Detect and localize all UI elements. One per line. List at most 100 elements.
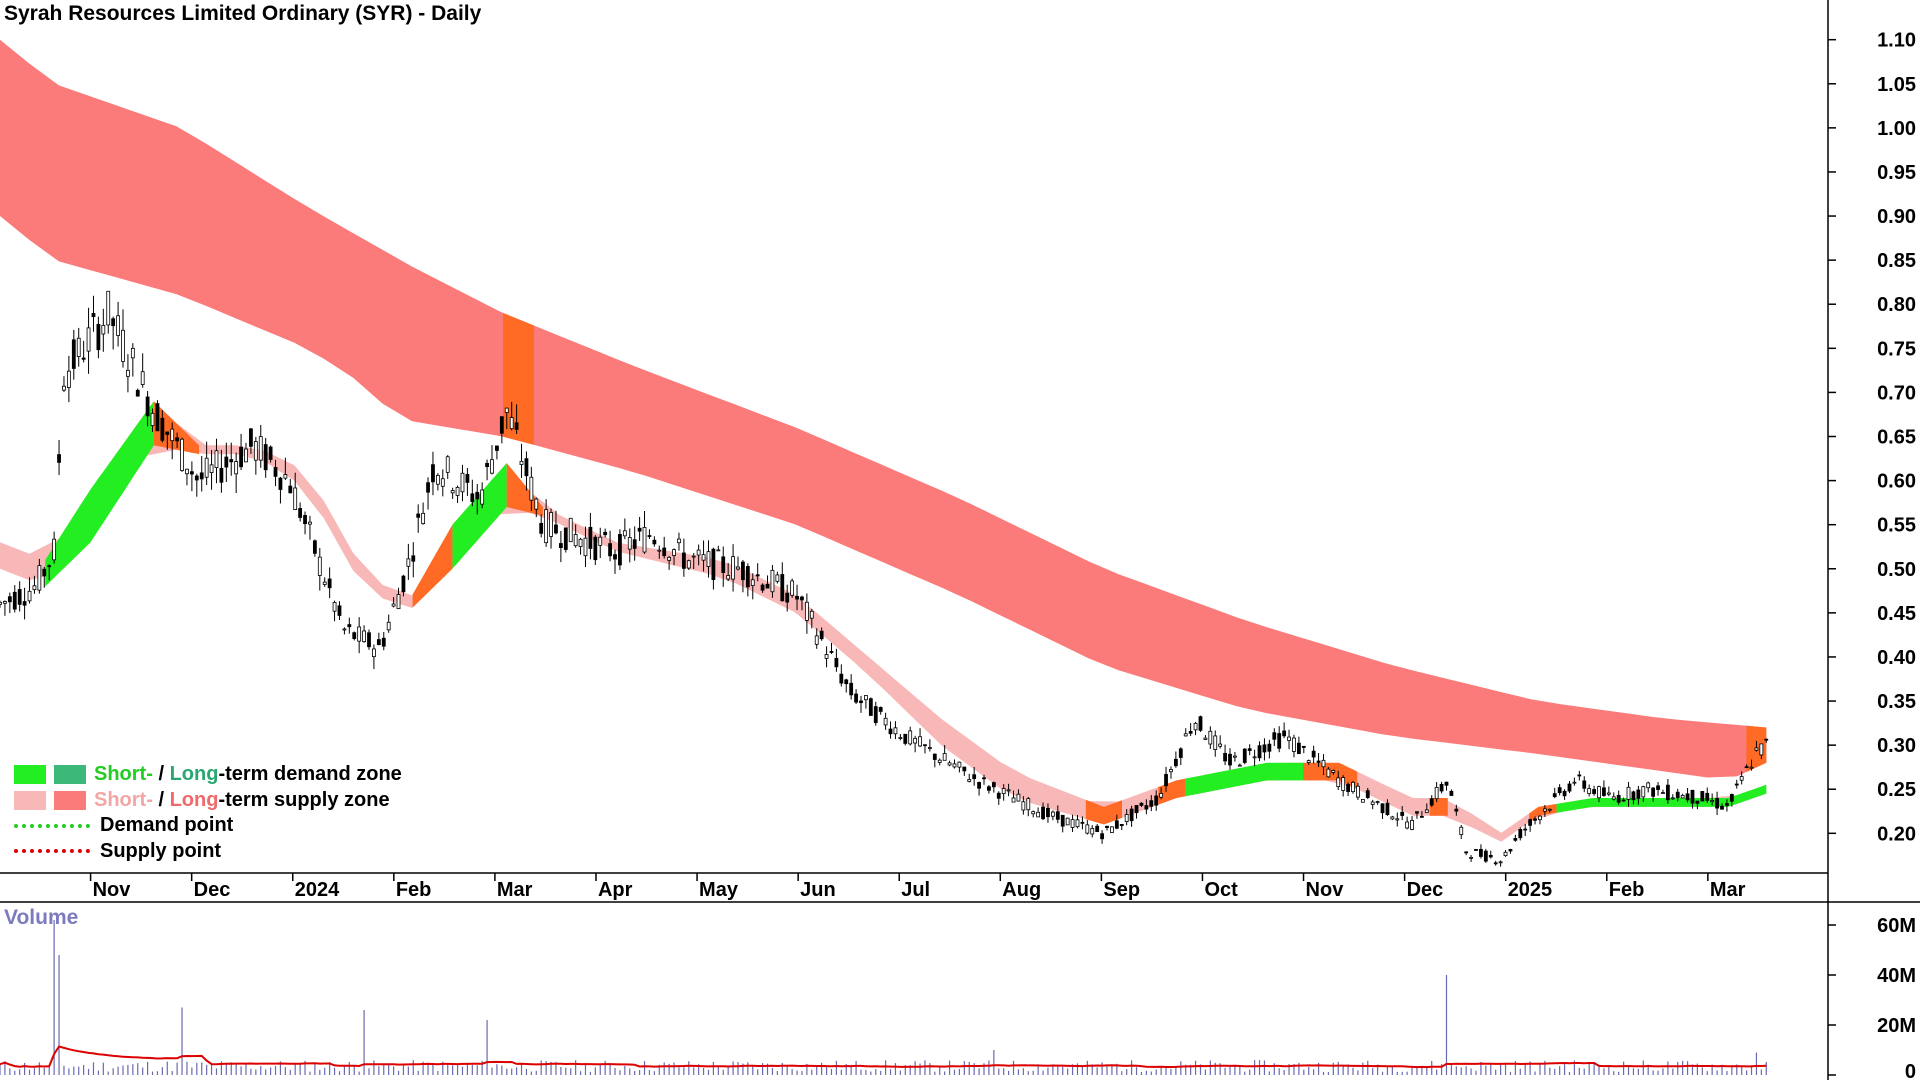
candle-body xyxy=(750,579,755,587)
candle-body xyxy=(327,578,332,589)
price-candle xyxy=(1410,816,1414,831)
candle-body xyxy=(1459,826,1464,836)
price-candle xyxy=(209,450,214,490)
price-candle xyxy=(1267,739,1272,759)
price-candle xyxy=(1301,745,1306,754)
candle-body xyxy=(1075,819,1080,828)
candle-body xyxy=(987,786,991,791)
price-candle xyxy=(111,316,116,350)
candle-body xyxy=(96,323,101,351)
legend-demand-zone-text: -term demand zone xyxy=(218,763,402,786)
candle-body xyxy=(1114,820,1119,829)
candle-body xyxy=(337,605,342,616)
candle-body xyxy=(642,526,647,553)
candle-body xyxy=(1380,803,1385,814)
candle-body xyxy=(62,385,66,391)
date-tick-label: Sep xyxy=(1103,879,1140,901)
candle-body xyxy=(1734,783,1739,786)
candle-body xyxy=(1651,787,1656,797)
candle-body xyxy=(1385,802,1390,816)
price-candle xyxy=(401,574,406,597)
price-candle xyxy=(495,445,499,460)
price-candle xyxy=(775,571,780,584)
price-candle xyxy=(1488,850,1493,859)
candle-body xyxy=(150,412,155,427)
price-candle xyxy=(854,689,858,704)
price-candle xyxy=(1542,805,1547,817)
price-candle xyxy=(829,642,834,654)
price-candle xyxy=(485,459,489,481)
price-candle xyxy=(1346,782,1350,797)
price-candle xyxy=(263,437,268,478)
candle-body xyxy=(558,543,563,548)
candle-body xyxy=(1267,743,1272,752)
price-candle xyxy=(1173,751,1178,768)
candle-body xyxy=(1036,811,1041,818)
candle-body xyxy=(480,489,485,505)
candle-body xyxy=(1439,784,1444,792)
candle-body xyxy=(386,621,391,631)
candle-body xyxy=(71,339,76,369)
candle-body xyxy=(234,461,239,475)
price-candle xyxy=(859,695,863,713)
candle-body xyxy=(81,357,86,360)
candle-body xyxy=(283,474,288,479)
date-tick-label: Dec xyxy=(194,879,231,901)
price-candle xyxy=(839,664,844,687)
price-candle xyxy=(1508,848,1513,854)
price-candle xyxy=(1538,815,1542,825)
candle-body xyxy=(1026,798,1031,811)
price-candle xyxy=(411,542,416,578)
price-candle xyxy=(1729,793,1734,807)
price-candle xyxy=(116,301,120,347)
candle-body xyxy=(1597,786,1601,799)
price-candle xyxy=(1631,790,1636,805)
price-candle xyxy=(903,733,908,746)
price-candle xyxy=(293,472,298,511)
candle-body xyxy=(376,639,381,646)
candle-body xyxy=(1479,848,1483,857)
price-tick-label: 0.90 xyxy=(1877,206,1916,228)
price-candle xyxy=(750,573,755,600)
price-candle xyxy=(1336,770,1341,791)
price-tick-label: 0.45 xyxy=(1877,603,1916,625)
legend-demand-zone: Short- / Long -term demand zone xyxy=(14,762,402,788)
candle-body xyxy=(1744,766,1749,769)
price-candle xyxy=(608,530,612,562)
price-candle xyxy=(1016,789,1021,802)
candle-body xyxy=(898,737,903,739)
price-candle xyxy=(288,478,293,494)
candle-body xyxy=(111,318,116,327)
price-candle xyxy=(1641,785,1646,802)
candle-body xyxy=(367,632,371,648)
price-candle xyxy=(1351,780,1355,794)
candle-body xyxy=(219,467,224,483)
price-candle xyxy=(1597,785,1601,803)
price-candle xyxy=(868,697,873,716)
price-tick-label: 0.60 xyxy=(1877,471,1916,493)
candle-body xyxy=(1119,824,1124,827)
price-candle xyxy=(1429,795,1434,808)
candle-body xyxy=(1542,808,1547,812)
candle-body xyxy=(504,407,509,413)
short-overlap-band xyxy=(1429,798,1448,816)
price-candle xyxy=(317,547,322,591)
short-overlap-band xyxy=(506,463,543,516)
price-candle xyxy=(1134,805,1139,819)
price-candle xyxy=(180,437,184,472)
candle-body xyxy=(1085,824,1090,834)
price-candle xyxy=(800,595,804,611)
price-candle xyxy=(7,592,12,614)
short-supply-swatch xyxy=(14,790,46,810)
candle-body xyxy=(903,733,908,744)
chart-legend: Short- / Long -term demand zone Short- /… xyxy=(14,762,402,864)
price-candle xyxy=(298,502,303,522)
price-candle xyxy=(514,404,519,435)
price-candle xyxy=(1149,795,1154,812)
short-overlap-band xyxy=(412,524,453,608)
candle-body xyxy=(1242,748,1247,763)
price-candle xyxy=(22,587,27,620)
price-candle xyxy=(1075,814,1080,829)
volume-tick-label: 0 xyxy=(1905,1061,1916,1080)
candle-body xyxy=(1454,808,1459,812)
